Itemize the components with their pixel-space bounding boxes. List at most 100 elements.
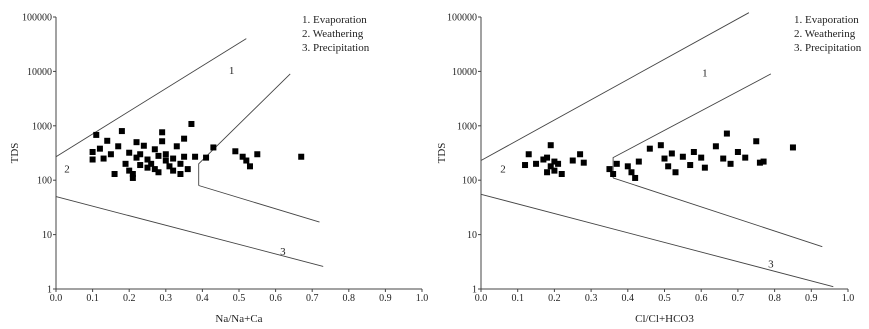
chart1-legend-entry: 1. Evaporation xyxy=(302,14,367,26)
chart2-data-point xyxy=(551,167,558,174)
chart1-data-point xyxy=(115,143,122,150)
chart1-data-point xyxy=(126,149,133,156)
chart2-data-point xyxy=(613,160,620,167)
chart2-data-point xyxy=(580,159,587,166)
chart1-boundary-line xyxy=(55,196,324,267)
chart2-x-tick-label: 1.0 xyxy=(842,293,855,304)
chart1-data-point xyxy=(100,155,107,162)
chart1-data-point xyxy=(111,171,118,178)
chart1-data-point xyxy=(203,154,210,161)
chart2-x-tick-label: 0.1 xyxy=(511,293,524,304)
chart2-y-tick-label: 1 xyxy=(472,285,477,296)
chart2-data-point xyxy=(690,148,697,155)
chart1-data-point xyxy=(243,157,250,164)
chart1-data-point xyxy=(118,128,125,135)
chart2-data-point xyxy=(712,143,719,150)
chart2-data-point xyxy=(569,157,576,164)
chart2-x-tick-label: 0.8 xyxy=(768,293,781,304)
chart2-x-tick-label: 0.3 xyxy=(585,293,598,304)
chart1-data-point xyxy=(170,155,177,162)
chart2-data-point xyxy=(610,171,617,178)
chart1-panel: 1 10 100 1000 10000 100000 0.0 0.1 0.2 0.3 0.4 0.5 0… xyxy=(9,13,428,326)
chart2-data-point xyxy=(727,160,734,167)
chart1-data-point xyxy=(177,160,184,167)
chart2-x-tick-label: 0.2 xyxy=(548,293,561,304)
chart2-x-axis-title: Cl/Cl+HCO3 xyxy=(635,313,694,325)
chart1-y-tick-label: 100 xyxy=(37,176,52,187)
chart2-y-axis-title: TDS xyxy=(436,143,448,164)
chart2-data-point xyxy=(753,138,760,145)
chart1-data-point xyxy=(133,154,140,161)
chart1-data-point xyxy=(96,145,103,152)
chart1-data-point xyxy=(129,174,136,181)
chart1-x-axis-title: Na/Na+Ca xyxy=(215,313,262,325)
chart1-data-point xyxy=(159,129,166,136)
chart1-data-point xyxy=(89,148,96,155)
chart2-region-label: 1 xyxy=(702,68,708,80)
chart2-data-point xyxy=(632,174,639,181)
chart2-legend-entry: 1. Evaporation xyxy=(794,14,859,26)
chart1-data-point xyxy=(89,156,96,163)
chart2-data-point xyxy=(635,158,642,165)
chart1-x-tick-label: 0.0 xyxy=(50,293,63,304)
chart1-data-point xyxy=(151,166,158,173)
chart1-x-tick-label: 0.1 xyxy=(86,293,99,304)
chart2-data-point xyxy=(540,156,547,163)
chart2-data-point xyxy=(665,163,672,170)
chart2-data-point xyxy=(525,151,532,158)
chart2-region-label: 3 xyxy=(768,258,774,270)
chart2-data-point xyxy=(734,148,741,155)
chart1-data-point xyxy=(144,164,151,171)
chart2-data-point xyxy=(646,145,653,152)
chart1-data-point xyxy=(126,167,133,174)
chart1-data-point xyxy=(93,131,100,138)
chart1-data-point xyxy=(162,157,169,164)
chart2-x-tick-label: 0.5 xyxy=(658,293,671,304)
chart2-data-point xyxy=(789,144,796,151)
chart2-y-tick-label: 100 xyxy=(462,176,477,187)
chart2-data-point xyxy=(723,130,730,137)
chart1-data-point xyxy=(246,163,253,170)
chart2-data-point xyxy=(551,158,558,165)
chart2-data-point xyxy=(720,155,727,162)
chart2-data-point xyxy=(547,142,554,149)
chart1-data-point xyxy=(181,135,188,142)
chart2-x-tick-label: 0.0 xyxy=(475,293,488,304)
chart1-data-point xyxy=(155,152,162,159)
chart1-x-tick-label: 0.3 xyxy=(160,293,173,304)
chart1-y-tick-label: 1000 xyxy=(32,121,52,132)
chart2-data-point xyxy=(577,151,584,158)
chart1-data-point xyxy=(184,166,191,173)
chart1-y-tick-label: 1 xyxy=(47,285,52,296)
chart1-region-label: 3 xyxy=(280,246,286,258)
chart2-data-point xyxy=(687,162,694,169)
chart2-data-point xyxy=(679,153,686,160)
chart1-data-point xyxy=(133,139,140,146)
chart2-data-point xyxy=(547,163,554,170)
chart1-y-tick-label: 100000 xyxy=(22,13,52,24)
chart1-y-axis-title: TDS xyxy=(9,143,21,164)
chart1-data-point xyxy=(254,151,261,158)
chart1-region-label: 1 xyxy=(229,65,235,77)
chart2-data-point xyxy=(742,154,749,161)
chart1-data-point xyxy=(239,153,246,160)
chart1-legend-entry: 3. Precipitation xyxy=(302,42,370,54)
chart2-region-label: 2 xyxy=(500,163,506,175)
chart1-x-tick-label: 0.8 xyxy=(343,293,356,304)
chart1-boundary-line xyxy=(55,38,247,158)
chart1-x-tick-label: 1.0 xyxy=(416,293,429,304)
chart1-data-point xyxy=(162,151,169,158)
chart1-x-tick-label: 0.2 xyxy=(123,293,136,304)
chart1-data-point xyxy=(298,153,305,160)
chart1-data-point xyxy=(137,162,144,169)
chart2-data-point xyxy=(624,163,631,170)
chart1-data-point xyxy=(159,138,166,145)
chart2-data-point xyxy=(555,160,562,167)
chart2-data-point xyxy=(661,155,668,162)
chart2-data-point xyxy=(544,169,551,176)
chart2-data-point xyxy=(756,159,763,166)
chart1-data-point xyxy=(151,146,158,153)
chart1-data-point xyxy=(210,144,217,151)
chart2-data-point xyxy=(533,160,540,167)
